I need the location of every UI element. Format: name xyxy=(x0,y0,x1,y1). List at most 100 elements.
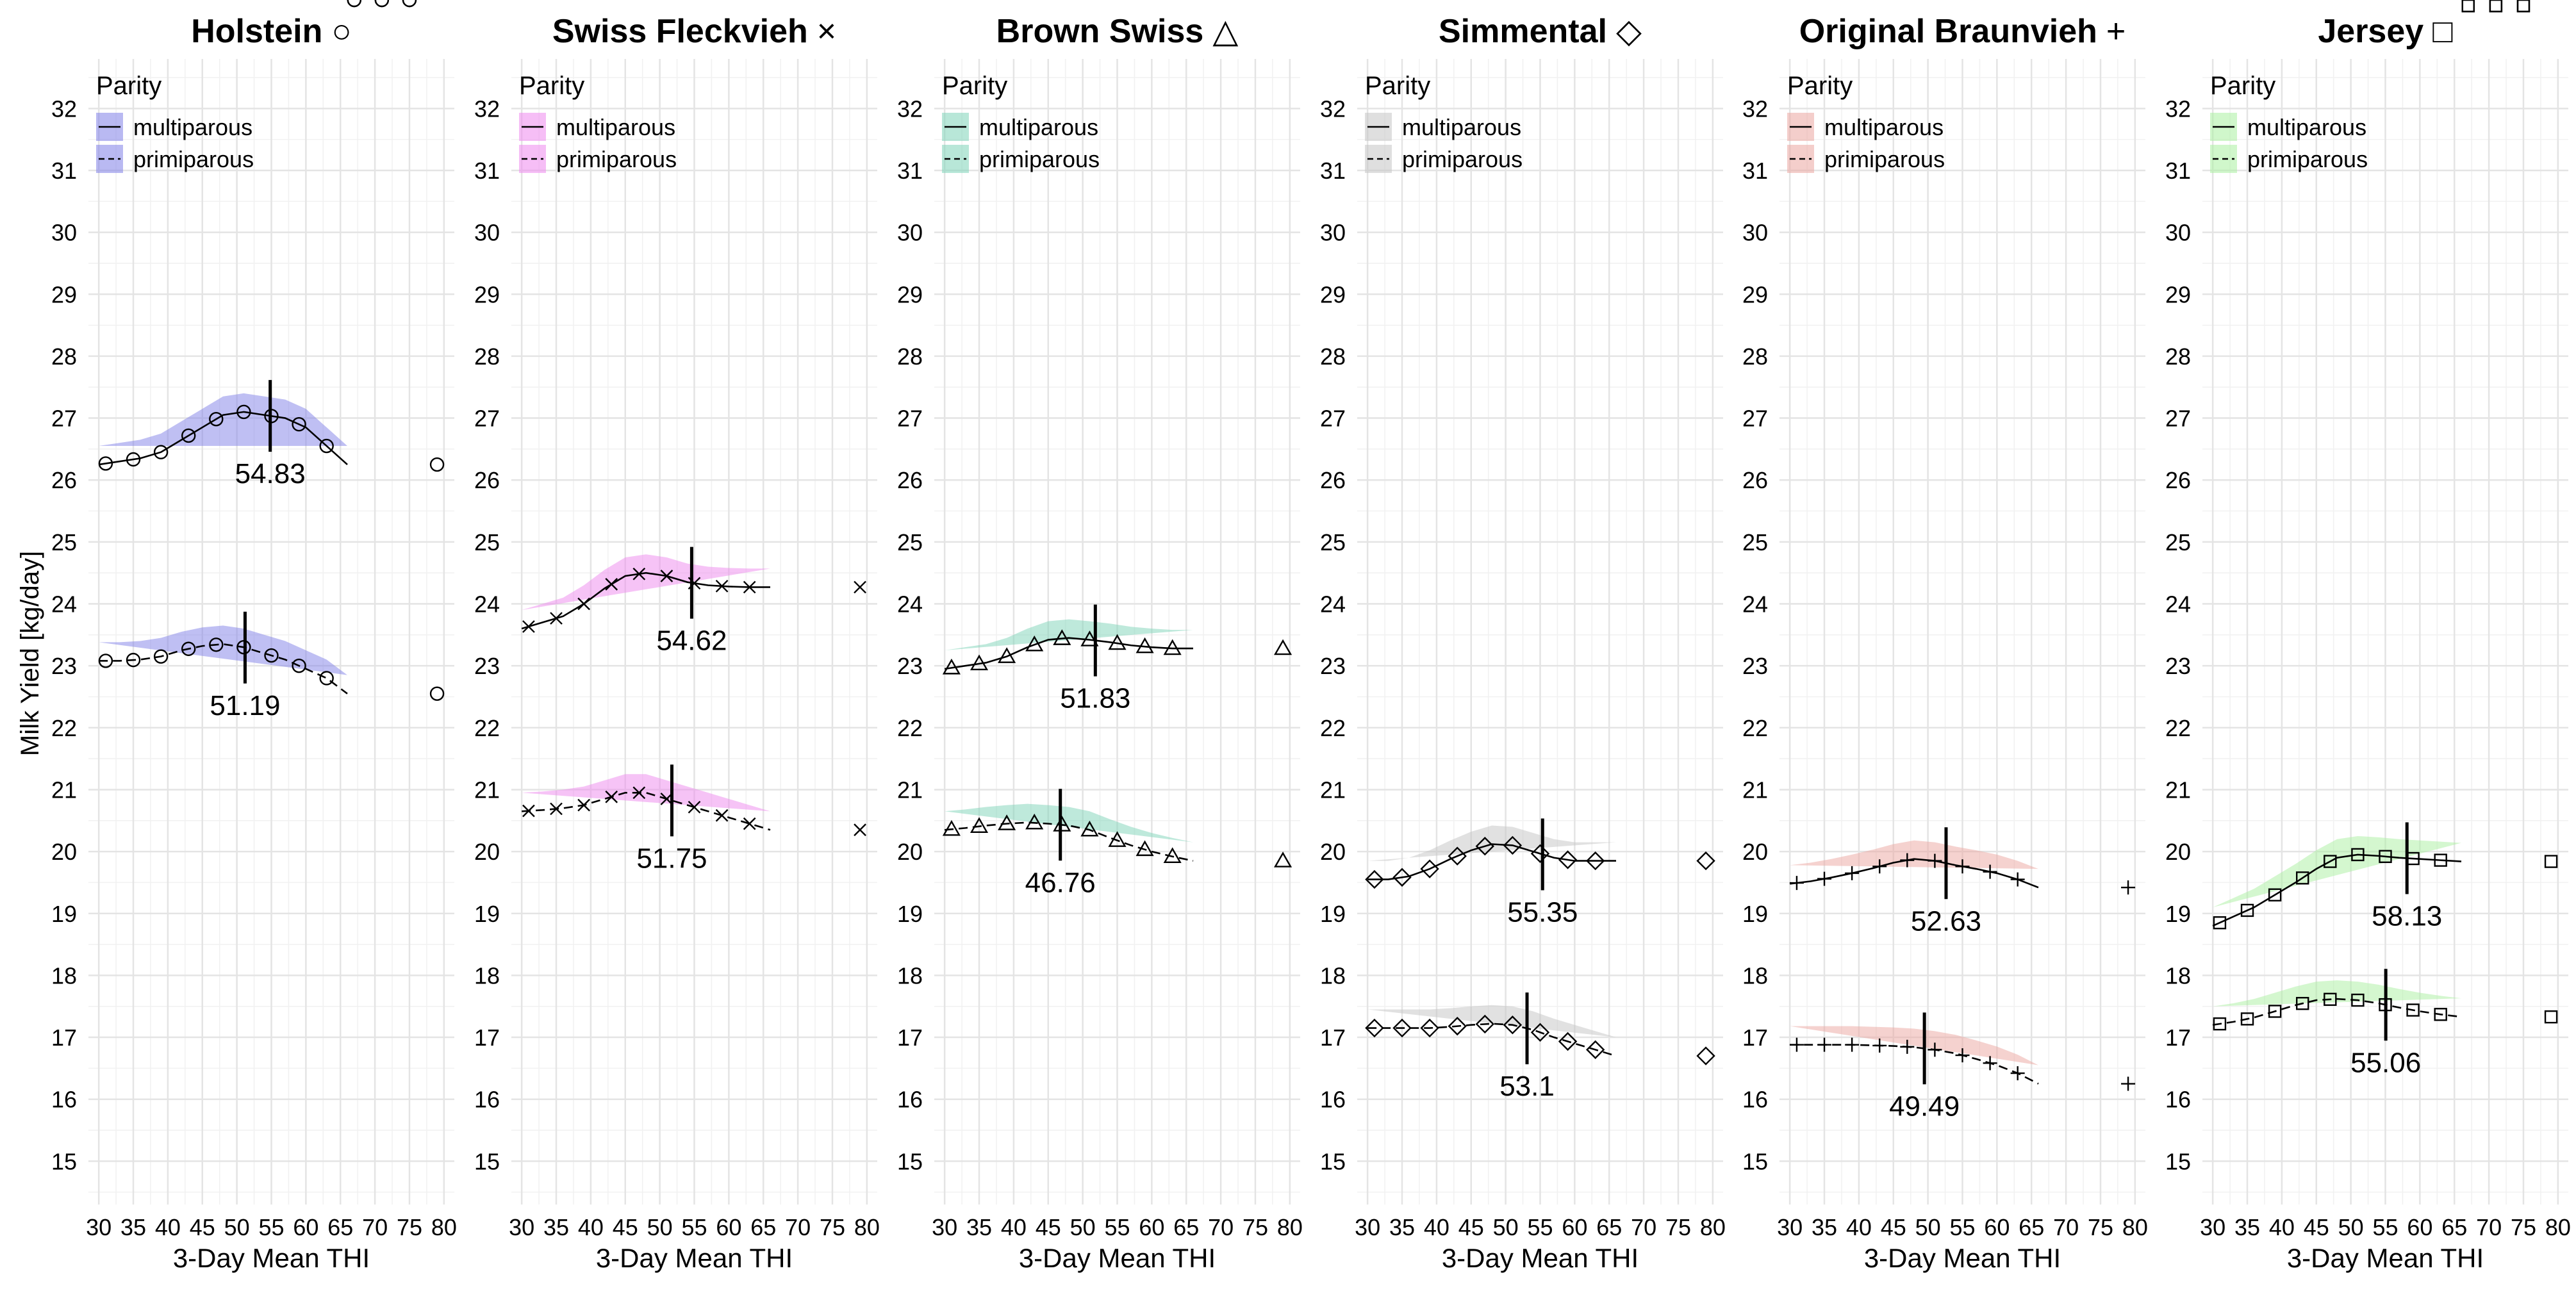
series-multiparous: 54.62 xyxy=(522,547,866,657)
y-tick-label: 22 xyxy=(1742,715,1768,741)
data-marker-circle xyxy=(374,0,390,8)
y-tick-label: 32 xyxy=(1742,95,1768,122)
x-tick-label: 40 xyxy=(1846,1214,1872,1240)
y-tick-label: 21 xyxy=(51,777,77,803)
data-marker-triangle xyxy=(1135,840,1154,857)
y-tick-label: 25 xyxy=(51,529,77,555)
legend: Parity multiparous primiparous xyxy=(1365,72,1523,173)
y-tick-label: 26 xyxy=(51,467,77,493)
x-tick-label: 50 xyxy=(1493,1214,1519,1240)
legend-label: multiparous xyxy=(2247,114,2366,140)
x-tick-label: 40 xyxy=(2269,1214,2295,1240)
series-multiparous: 54.83 xyxy=(98,0,445,489)
x-tick-label: 60 xyxy=(1139,1214,1164,1240)
panel-simmental: 15 16 17 18 19 20 21 22 23 24 25 26 27 28 29 30 31 32 30 35… xyxy=(1320,13,1726,1273)
y-tick-label: 16 xyxy=(2165,1087,2191,1113)
data-marker-square xyxy=(2434,1008,2447,1021)
x-tick-label: 45 xyxy=(1458,1214,1484,1240)
y-tick-label: 25 xyxy=(1742,529,1768,555)
panel-title-text: Swiss Fleckvieh xyxy=(552,13,808,50)
x-tick-label: 45 xyxy=(1881,1214,1906,1240)
legend-title: Parity xyxy=(1787,72,1853,100)
panel-title: Holstein ○ xyxy=(191,13,352,50)
panel-title-symbol: ○ xyxy=(331,13,351,50)
y-tick-label: 18 xyxy=(1320,962,1346,989)
panel-title-symbol: × xyxy=(817,13,836,50)
legend-title: Parity xyxy=(519,72,584,100)
x-tick-label: 30 xyxy=(2200,1214,2225,1240)
series-line xyxy=(945,821,1194,862)
y-tick-label: 20 xyxy=(1320,839,1346,865)
y-tick-label: 19 xyxy=(474,901,500,927)
y-tick-label: 18 xyxy=(2165,962,2191,989)
y-tick-label: 30 xyxy=(2165,220,2191,246)
x-tick-label: 55 xyxy=(1949,1214,1975,1240)
data-marker-square xyxy=(2461,0,2475,13)
x-tick-label: 30 xyxy=(1777,1214,1803,1240)
data-marker-circle xyxy=(429,457,445,472)
x-tick-label: 30 xyxy=(1355,1214,1380,1240)
legend-title: Parity xyxy=(1365,72,1430,100)
y-tick-label: 20 xyxy=(2165,839,2191,865)
data-marker-circle xyxy=(209,411,224,427)
x-tick-label: 80 xyxy=(854,1214,880,1240)
x-tick-label: 65 xyxy=(750,1214,776,1240)
data-marker-cross xyxy=(854,823,866,837)
y-tick-label: 31 xyxy=(51,158,77,184)
panel-title: Jersey □ xyxy=(2318,13,2453,50)
y-tick-label: 16 xyxy=(474,1087,500,1113)
legend-title: Parity xyxy=(2210,72,2275,100)
data-marker-square xyxy=(2351,993,2365,1007)
y-tick-label: 23 xyxy=(897,653,923,679)
series-multiparous: 55.35 xyxy=(1365,818,1715,928)
y-tick-label: 21 xyxy=(2165,777,2191,803)
data-marker-diamond xyxy=(1475,837,1495,856)
x-tick-label: 70 xyxy=(1631,1214,1656,1240)
data-marker-plus xyxy=(1928,853,1942,868)
y-tick-label: 28 xyxy=(1320,343,1346,370)
x-tick-label: 55 xyxy=(1527,1214,1553,1240)
data-marker-plus xyxy=(1955,1048,1970,1063)
y-tick-label: 17 xyxy=(897,1024,923,1051)
optimum-label: 51.83 xyxy=(1060,683,1130,714)
y-tick-label: 28 xyxy=(897,343,923,370)
panel-title-text: Brown Swiss xyxy=(996,13,1204,50)
data-marker-triangle xyxy=(998,814,1016,830)
y-tick-label: 23 xyxy=(2165,653,2191,679)
panel-title: Brown Swiss △ xyxy=(996,13,1239,50)
y-tick-label: 29 xyxy=(897,281,923,308)
x-tick-label: 65 xyxy=(1596,1214,1622,1240)
data-marker-square xyxy=(2213,916,2227,930)
legend-label: multiparous xyxy=(1402,114,1521,140)
legend: Parity multiparous primiparous xyxy=(519,72,677,173)
data-marker-plus xyxy=(1845,866,1860,880)
x-tick-label: 75 xyxy=(397,1214,422,1240)
x-tick-label: 80 xyxy=(1700,1214,1726,1240)
x-tick-label: 80 xyxy=(2122,1214,2148,1240)
x-tick-label: 60 xyxy=(2407,1214,2432,1240)
y-tick-label: 31 xyxy=(897,158,923,184)
data-marker-square xyxy=(2489,0,2503,13)
x-axis-label: 3-Day Mean THI xyxy=(1864,1243,2061,1273)
data-marker-cross xyxy=(632,567,646,580)
data-marker-plus xyxy=(2121,1076,2136,1091)
y-tick-label: 26 xyxy=(897,467,923,493)
data-marker-plus xyxy=(1817,1037,1832,1052)
series-primiparous: 51.75 xyxy=(522,764,866,874)
x-axis-label: 3-Day Mean THI xyxy=(1019,1243,1216,1273)
legend-label: multiparous xyxy=(979,114,1098,140)
data-marker-diamond xyxy=(1448,1016,1467,1036)
series-line xyxy=(521,571,771,630)
y-tick-label: 15 xyxy=(2165,1148,2191,1174)
data-marker-square xyxy=(2544,1010,2558,1024)
data-marker-circle xyxy=(292,417,306,432)
data-marker-cross xyxy=(660,570,673,582)
y-tick-label: 19 xyxy=(1742,901,1768,927)
x-axis-label: 3-Day Mean THI xyxy=(173,1243,370,1273)
data-marker-diamond xyxy=(1585,851,1605,871)
legend-label: multiparous xyxy=(556,114,675,140)
data-marker-square xyxy=(2240,903,2254,917)
optimum-label: 46.76 xyxy=(1025,867,1096,898)
data-marker-diamond xyxy=(1392,1018,1412,1038)
